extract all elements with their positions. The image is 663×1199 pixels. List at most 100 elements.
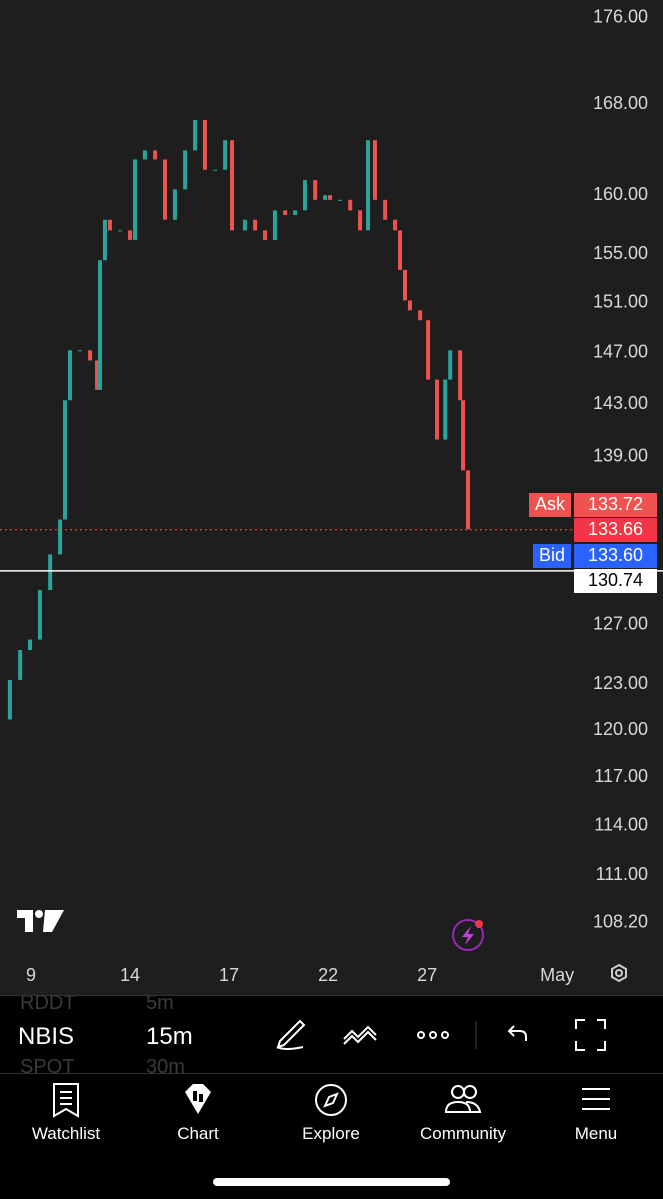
y-tick-label: 168.00 (593, 93, 648, 113)
flash-icon[interactable] (452, 919, 484, 951)
nav-label: Community (420, 1124, 506, 1143)
nav-item[interactable]: Watchlist (0, 1082, 132, 1144)
settings-icon[interactable] (611, 963, 627, 983)
candle (193, 119, 198, 151)
candle (302, 180, 307, 211)
candle (153, 150, 158, 160)
bid-label: Bid (539, 545, 565, 565)
candle (48, 554, 53, 591)
ask-price-bg (574, 493, 657, 517)
bid-price-bg (574, 544, 657, 568)
candle (323, 195, 328, 200)
nav-label: Chart (177, 1124, 219, 1143)
last-price-bg (574, 518, 657, 542)
candle (461, 400, 466, 471)
nav-item[interactable]: Explore (265, 1082, 397, 1144)
y-tick-label: 123.00 (593, 673, 648, 693)
candle (88, 350, 93, 361)
y-tick-label: 111.00 (596, 864, 648, 884)
draw-icon[interactable] (276, 1019, 306, 1050)
fullscreen-icon[interactable] (575, 1019, 606, 1051)
candle (313, 180, 318, 200)
candle (202, 119, 207, 170)
indicator-icon[interactable] (343, 1025, 377, 1045)
candle (95, 360, 100, 390)
nav-icon (444, 1085, 482, 1113)
nav-label: Explore (302, 1124, 360, 1143)
candle (358, 210, 363, 231)
y-tick-label: 176.00 (593, 7, 648, 27)
candle (372, 140, 377, 200)
x-tick-label: 22 (318, 965, 338, 985)
candle (98, 260, 103, 390)
x-tick-label: May (540, 965, 574, 985)
candle (132, 159, 137, 240)
candle (223, 140, 228, 170)
candle (283, 210, 288, 216)
candle (183, 150, 188, 190)
interval[interactable]: 15m (146, 1023, 193, 1050)
candle (443, 379, 448, 440)
x-tick-label: 14 (120, 965, 140, 985)
y-tick-label: 108.20 (593, 912, 648, 932)
candle (7, 679, 12, 720)
candle (107, 219, 112, 231)
candle (435, 379, 440, 440)
candle (128, 230, 133, 240)
interval[interactable]: 30m (146, 1056, 185, 1078)
candle (393, 219, 398, 231)
bid-price: 133.60 (588, 545, 643, 565)
y-tick-label: 139.00 (593, 446, 648, 466)
candle (58, 519, 63, 555)
nav-icon (582, 1088, 610, 1110)
candle (163, 159, 168, 220)
ask-label-bg (529, 493, 571, 517)
candle (402, 269, 407, 301)
y-tick-label: 114.00 (594, 815, 648, 835)
home-indicator (213, 1178, 450, 1186)
interval[interactable]: 5m (146, 992, 174, 1014)
ask-price: 133.72 (588, 494, 643, 514)
symbol[interactable]: SPOT (20, 1056, 75, 1078)
nav-item[interactable]: Menu (530, 1082, 662, 1144)
candle (67, 350, 72, 401)
candle (293, 210, 298, 216)
x-tick-label: 17 (219, 965, 239, 985)
candle (102, 219, 107, 261)
nav-item[interactable]: Chart (132, 1082, 264, 1144)
y-tick-label: 143.00 (593, 393, 648, 413)
candle (142, 150, 147, 160)
y-tick-label: 160.00 (593, 184, 648, 204)
y-tick-label: 151.00 (593, 292, 648, 312)
symbol[interactable]: RDDT (20, 992, 76, 1014)
crosshair-price-bg (574, 569, 657, 593)
x-tick-label: 27 (417, 965, 437, 985)
crosshair-price: 130.74 (588, 570, 643, 590)
nav-icon (185, 1084, 211, 1114)
candle (63, 400, 68, 520)
chart: 176.00 168.00 160.00 155.00 151.00 147.00 143.… (0, 0, 663, 995)
candle (348, 199, 353, 211)
candle (366, 140, 371, 231)
tv-logo (17, 910, 64, 932)
candle (383, 199, 388, 220)
nav-item[interactable]: Community (397, 1082, 529, 1144)
candle (337, 199, 342, 201)
symbol[interactable]: NBIS (18, 1023, 75, 1050)
candle (263, 230, 268, 240)
more-icon[interactable] (417, 1031, 449, 1039)
candle (253, 219, 258, 231)
candle (213, 169, 218, 171)
candle (242, 219, 247, 231)
nav-icon (53, 1083, 79, 1118)
candle (458, 350, 463, 401)
candle (426, 320, 431, 380)
y-tick-label: 120.00 (593, 719, 648, 739)
last-price: 133.66 (588, 519, 643, 539)
nav-label: Menu (574, 1124, 618, 1143)
x-tick-label: 9 (26, 965, 36, 985)
undo-icon[interactable] (507, 1025, 527, 1041)
candle (272, 210, 277, 240)
candle (448, 350, 453, 380)
